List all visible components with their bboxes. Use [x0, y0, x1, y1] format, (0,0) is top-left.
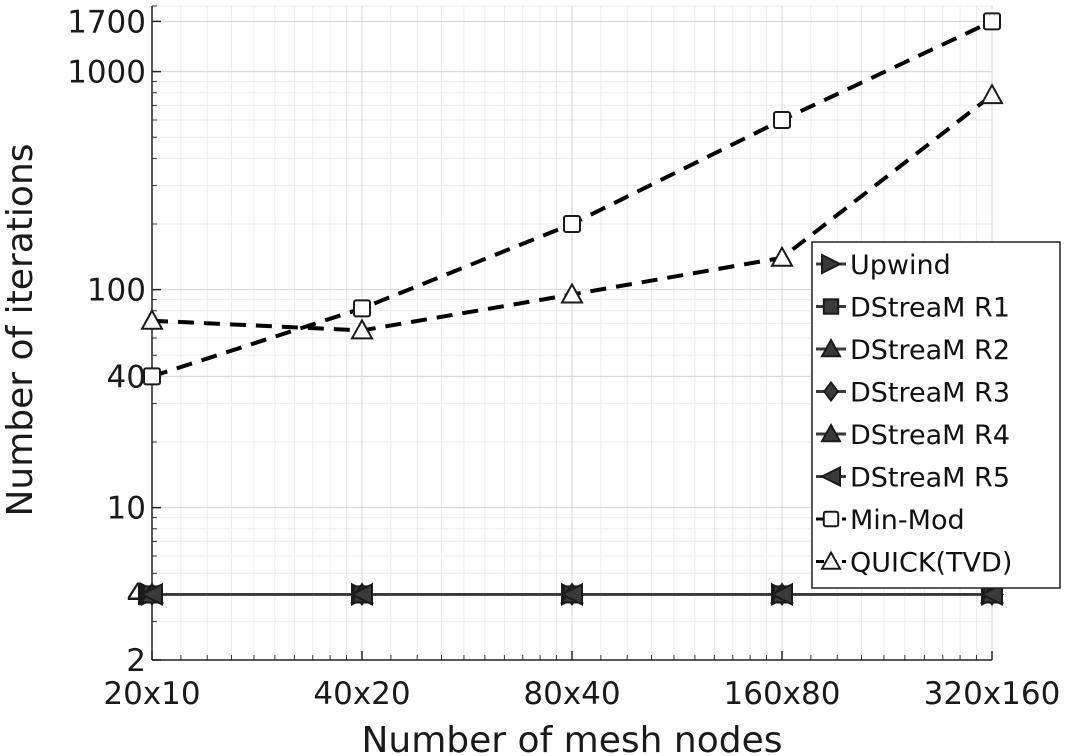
legend-label: DStreaM R4 — [850, 420, 1010, 451]
y-tick-label: 100 — [87, 273, 146, 309]
legend-entry: Upwind — [816, 250, 951, 281]
series-layer — [139, 12, 1005, 607]
y-tick-label: 1700 — [67, 4, 146, 40]
data-point — [820, 337, 842, 358]
data-point — [140, 308, 164, 330]
x-tick-label: 40x20 — [313, 676, 410, 712]
legend-label: Upwind — [850, 250, 951, 281]
series-min-mod — [143, 12, 1001, 386]
legend-label: Min-Mod — [850, 505, 965, 536]
x-tick-label: 80x40 — [523, 676, 620, 712]
data-point — [822, 510, 840, 528]
x-tick-label: 320x160 — [924, 676, 1061, 712]
data-point — [979, 582, 1003, 606]
data-point — [819, 465, 841, 488]
x-tick-label: 160x80 — [724, 676, 841, 712]
y-tick-label: 10 — [107, 491, 146, 527]
series-quick-tvd- — [140, 83, 1004, 340]
data-point — [353, 299, 371, 318]
legend-label: DStreaM R1 — [850, 293, 1010, 324]
series-dstream-r5 — [139, 582, 1003, 606]
data-point — [820, 422, 842, 443]
data-point — [770, 245, 794, 267]
x-axis-label: Number of mesh nodes — [361, 720, 782, 756]
legend-entry: DStreaM R4 — [816, 420, 1010, 451]
data-point — [350, 318, 374, 340]
data-point — [559, 582, 583, 606]
x-tick-label: 20x10 — [103, 676, 200, 712]
data-point — [349, 582, 373, 606]
data-point — [822, 298, 840, 315]
legend-entry: DStreaM R2 — [816, 335, 1010, 366]
legend-entry: DStreaM R5 — [816, 463, 1010, 494]
axes — [151, 6, 992, 661]
y-tick-label: 2 — [126, 643, 146, 679]
legend-label: DStreaM R2 — [850, 335, 1010, 366]
data-point — [563, 215, 581, 233]
data-point — [139, 582, 163, 606]
data-point — [769, 582, 793, 606]
data-point — [560, 282, 584, 304]
data-point — [773, 110, 791, 129]
legend-entry: Min-Mod — [816, 505, 965, 536]
data-point — [820, 550, 842, 570]
legend-entry: DStreaM R1 — [816, 293, 1010, 324]
data-point — [823, 380, 839, 403]
y-tick-label: 40 — [107, 359, 146, 395]
legend-entry: QUICK(TVD) — [816, 548, 1012, 579]
data-point — [821, 253, 843, 275]
data-point — [983, 12, 1001, 31]
data-point — [143, 367, 161, 386]
legend: Upwind DStreaM R1 DStreaM R2 DStreaM R3 DStr… — [811, 241, 1061, 589]
y-tick-label: 1000 — [67, 55, 146, 91]
legend-label: QUICK(TVD) — [850, 548, 1012, 579]
legend-label: DStreaM R5 — [850, 463, 1010, 494]
legend-entry: DStreaM R3 — [816, 378, 1010, 409]
legend-box — [811, 241, 1061, 589]
y-axis-label: Number of iterations — [0, 143, 41, 516]
data-point — [980, 83, 1004, 105]
legend-label: DStreaM R3 — [850, 378, 1010, 409]
